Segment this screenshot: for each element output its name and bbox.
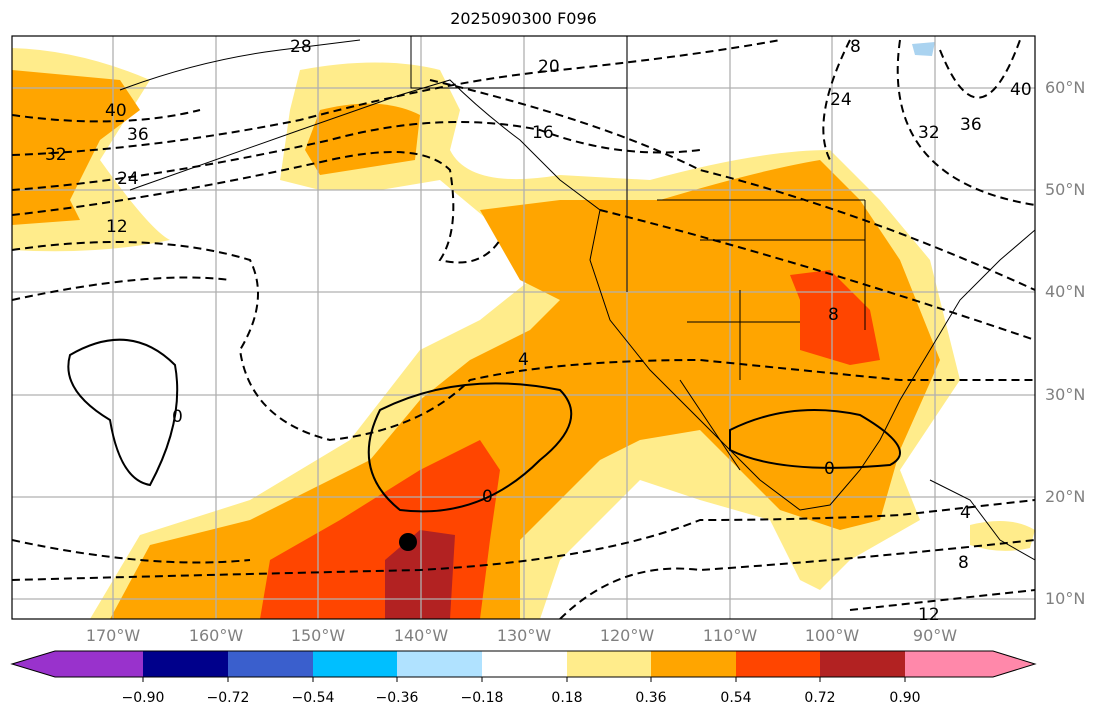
colorbar-segment [313,651,397,677]
lon-label: 170°W [85,626,141,645]
contour-label: 24 [830,90,852,110]
contour-label: 4 [960,503,971,523]
contour-label: 8 [850,37,861,57]
colorbar-segment [143,651,228,677]
colorbar-tick-label: 0.36 [635,690,667,706]
lon-label: 130°W [496,626,552,645]
colorbar-segment [12,651,55,677]
height-contours [12,39,1035,619]
contour-label: 40 [105,101,127,121]
lat-label: 30°N [1045,385,1086,404]
colorbar-tick-label: −0.72 [206,690,250,706]
lat-label: 10°N [1045,589,1086,608]
lake-icon [912,42,935,56]
lat-label: 20°N [1045,487,1086,506]
colorbar-tick-label: −0.54 [291,690,335,706]
contour-label: 40 [1010,80,1032,100]
contour-label: 12 [106,217,128,237]
anomaly-fill-yellow [970,521,1035,551]
colorbar-segment [736,651,820,677]
contour-label: 32 [45,145,67,165]
contour-label: 32 [918,123,940,143]
colorbar-segment [55,651,143,677]
colorbar-tick-label: −0.18 [460,690,504,706]
lat-label: 50°N [1045,180,1086,199]
colorbar-tick-label: −0.90 [121,690,165,706]
contour-label: 16 [532,123,554,143]
anomaly-fill-orange [12,70,140,225]
anomaly-fill-darkred [385,530,455,619]
map-title: 2025090300 F096 [450,9,597,28]
colorbar-tick-label: 0.90 [889,690,921,706]
lon-label: 120°W [599,626,655,645]
colorbar-tick-label: 0.18 [551,690,583,706]
lon-label: 90°W [912,626,958,645]
colorbar-segment [228,651,313,677]
lon-label: 150°W [290,626,346,645]
contour-label: 8 [828,305,839,325]
contour-label: 20 [538,57,560,77]
contour-label: 36 [127,125,149,145]
contour-label: 0 [172,407,183,427]
map-frame [11,35,1036,620]
colorbar-segment [482,651,567,677]
anomaly-fill-orange [305,103,420,175]
storm-center-dot [399,533,417,551]
contour-label: 12 [918,605,940,625]
lat-label: 40°N [1045,282,1086,301]
colorbar-segment [397,651,482,677]
anomaly-fill-red [790,270,880,365]
lat-label: 60°N [1045,78,1086,97]
contour-label: 0 [482,487,493,507]
colorbar-tick-label: 0.72 [804,690,836,706]
contour-label: 36 [960,115,982,135]
contour-label: 24 [117,169,139,189]
colorbar-segment [651,651,736,677]
lon-label: 160°W [188,626,244,645]
contour-labels: 28 20 16 40 36 32 24 12 4 8 0 0 0 8 24 3… [45,37,1032,625]
colorbar-tick-label: −0.36 [375,690,419,706]
contour-label: 0 [824,459,835,479]
colorbar-segment [993,651,1035,677]
colorbar [10,650,1037,682]
colorbar-segment [820,651,905,677]
lon-label: 140°W [393,626,449,645]
lon-label: 100°W [804,626,860,645]
contour-label: 8 [958,553,969,573]
colorbar-segment [567,651,651,677]
contour-label: 4 [518,350,529,370]
colorbar-segment [905,651,993,677]
contour-label: 28 [290,37,312,57]
lon-label: 110°W [702,626,758,645]
colorbar-tick-label: 0.54 [720,690,752,706]
zero-contours [67,338,901,513]
